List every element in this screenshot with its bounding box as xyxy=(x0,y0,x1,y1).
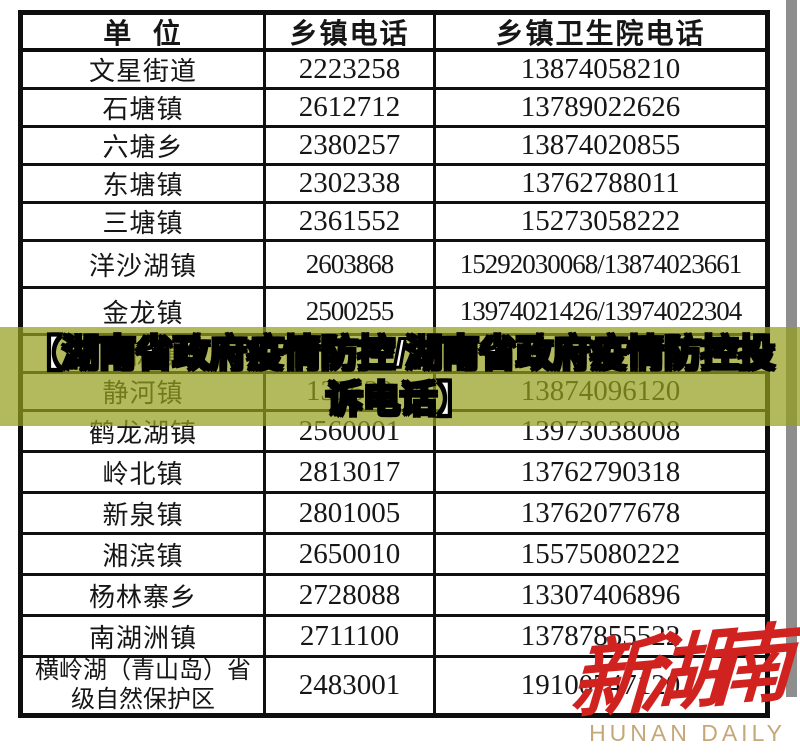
unit-cell: 杨林寨乡 xyxy=(23,576,266,614)
hunan-daily-logo: 新湖南 HUNAN DAILY xyxy=(568,618,796,747)
health-phone-cell: 13307406896 xyxy=(520,578,681,611)
health-phone-cell: 13762788011 xyxy=(521,167,680,199)
town-phone-cell: 2612712 xyxy=(266,90,436,125)
unit-cell: 六塘乡 xyxy=(23,128,266,163)
health-phone-cell: 13762790318 xyxy=(520,455,681,488)
health-phone-cell: 13789022626 xyxy=(520,91,681,123)
town-phone-cell: 2801005 xyxy=(266,494,436,532)
table-row: 石塘镇 2612712 13789022626 xyxy=(23,90,765,128)
table-header-row: 单 位 乡镇电话 乡镇卫生院电话 xyxy=(23,15,765,52)
unit-cell: 岭北镇 xyxy=(23,453,266,491)
table-row: 文星街道 2223258 13874058210 xyxy=(23,52,765,90)
table-row: 杨林寨乡 2728088 13307406896 xyxy=(23,576,765,617)
unit-cell: 石塘镇 xyxy=(23,90,266,125)
table-body: 文星街道 2223258 13874058210 石塘镇 2612712 137… xyxy=(23,52,765,713)
town-phone-cell: 2603868 xyxy=(266,242,436,286)
town-phone-cell: 2500255 xyxy=(266,289,436,333)
table-row: 新泉镇 2801005 13762077678 xyxy=(23,494,765,535)
town-phone-cell: 2711100 xyxy=(266,617,436,655)
hunan-daily-logo-english: HUNAN DAILY xyxy=(589,720,786,746)
health-phone-cell: 13974021426/13974022304 xyxy=(459,295,743,326)
watermark-line-1: 【湖南省政府疫情防控/湖南省政府疫情防控投 xyxy=(24,332,776,375)
health-phone-cell: 13874020855 xyxy=(520,129,681,161)
health-phone-cell: 15575080222 xyxy=(520,537,681,570)
table-row: 洋沙湖镇 2603868 15292030068/13874023661 xyxy=(23,242,765,289)
table-row: 东塘镇 2302338 13762788011 xyxy=(23,166,765,204)
town-phone-cell: 2361552 xyxy=(266,204,436,239)
watermark-banner: 【湖南省政府疫情防控/湖南省政府疫情防控投 诉电话】 xyxy=(0,327,800,426)
hunan-daily-logo-chinese: 新湖南 xyxy=(567,618,783,731)
unit-cell: 南湖洲镇 xyxy=(23,617,266,655)
table-row: 三塘镇 2361552 15273058222 xyxy=(23,204,765,242)
unit-cell: 洋沙湖镇 xyxy=(23,242,266,286)
town-phone-cell: 2483001 xyxy=(266,658,436,713)
unit-cell: 金龙镇 xyxy=(23,289,266,333)
health-phone-cell: 15273058222 xyxy=(520,205,681,237)
town-phone-cell: 2728088 xyxy=(266,576,436,614)
health-phone-cell: 15292030068/13874023661 xyxy=(459,248,743,279)
health-phone-cell: 13762077678 xyxy=(520,496,681,529)
unit-cell: 三塘镇 xyxy=(23,204,266,239)
table-row: 六塘乡 2380257 13874020855 xyxy=(23,128,765,166)
unit-cell: 东塘镇 xyxy=(23,166,266,201)
town-phone-cell: 2223258 xyxy=(266,52,436,87)
phone-table: 单 位 乡镇电话 乡镇卫生院电话 文星街道 2223258 1387405821… xyxy=(18,10,770,718)
watermark-line-2: 诉电话】 xyxy=(325,378,475,421)
table-row: 横岭湖（青山岛）省级自然保护区 2483001 19100747120 xyxy=(23,658,765,713)
town-phone-cell: 2813017 xyxy=(266,453,436,491)
table-row: 南湖洲镇 2711100 13787855522 xyxy=(23,617,765,658)
table-row: 岭北镇 2813017 13762790318 xyxy=(23,453,765,494)
table-row: 湘滨镇 2650010 15575080222 xyxy=(23,535,765,576)
health-phone-cell: 19100747120 xyxy=(520,669,681,701)
town-phone-cell: 2650010 xyxy=(266,535,436,573)
town-phone-cell: 2380257 xyxy=(266,128,436,163)
unit-cell: 湘滨镇 xyxy=(23,535,266,573)
header-town-phone: 乡镇电话 xyxy=(266,15,436,48)
header-unit: 单 位 xyxy=(23,15,266,48)
header-health-phone: 乡镇卫生院电话 xyxy=(495,17,706,49)
unit-cell: 横岭湖（青山岛）省级自然保护区 xyxy=(23,658,266,713)
unit-cell: 新泉镇 xyxy=(23,494,266,532)
unit-cell: 文星街道 xyxy=(23,52,266,87)
town-phone-cell: 2302338 xyxy=(266,166,436,201)
health-phone-cell: 13874058210 xyxy=(520,53,681,85)
health-phone-cell: 13787855522 xyxy=(520,619,681,652)
